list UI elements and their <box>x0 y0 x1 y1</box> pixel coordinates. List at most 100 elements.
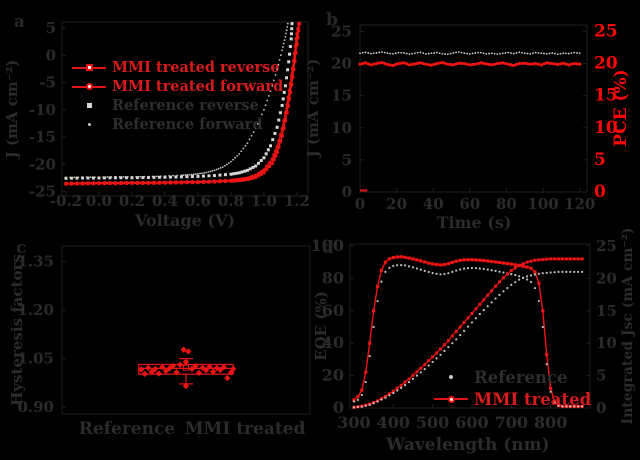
y-tick-label-right: 0 <box>594 182 606 202</box>
x-tick-label: 60 <box>459 195 480 213</box>
y-axis-label-right: Integrated Jsc (mA cm⁻²) <box>620 228 636 425</box>
y-tick-label: 10 <box>331 119 352 137</box>
legend-item-reference-reverse: Reference reverse <box>72 96 283 115</box>
y-tick-label: 25 <box>331 22 352 40</box>
series-reference-forward <box>65 22 289 179</box>
legend-label: Reference forward <box>112 116 263 133</box>
series-reference-integrated-jsc <box>352 270 584 409</box>
y-tick-label: 0 <box>342 183 352 201</box>
y-tick-label-right: 10 <box>596 334 617 352</box>
boxplot-mmi-treated <box>138 346 237 390</box>
legend-item-mmi-treated-reverse: MMI treated reverse <box>72 58 283 77</box>
series-mmi-treated-eqe <box>352 255 584 408</box>
panel-a: -0.2 0.0 0.2 0.4 0.6 0.8 1.0 1.2 5 0 -5 -10 -15 -20 -2… <box>3 19 310 230</box>
y-tick-label: 20 <box>322 366 344 385</box>
plot-frame <box>349 243 591 409</box>
x-tick-label: -0.2 <box>50 192 82 210</box>
y-tick-label: 15 <box>331 87 352 105</box>
y-tick-label: -15 <box>29 128 56 146</box>
y-tick-label: 0.90 <box>17 398 54 416</box>
y-tick-label-right: 0 <box>596 399 606 417</box>
legend-label: Reference reverse <box>112 97 259 114</box>
x-tick-label: 1.2 <box>284 192 310 210</box>
y-tick-label-right: 25 <box>594 21 618 41</box>
x-tick-label: 0.0 <box>86 192 112 210</box>
x-tick-label: 800 <box>534 413 567 432</box>
y-tick-label: 0 <box>46 46 56 64</box>
x-tick-label: 20 <box>386 195 407 213</box>
plot-frame <box>359 24 588 193</box>
red-line-square-marker-icon <box>72 63 106 73</box>
x-tick-label: 300 <box>337 413 370 432</box>
legend-item-mmi-treated: MMI treated <box>434 388 591 410</box>
y-tick-label: 0 <box>333 398 344 417</box>
y-tick-label: 80 <box>322 268 344 287</box>
y-tick-label-right: 5 <box>594 150 606 170</box>
y-axis-label: J (mA cm⁻²) <box>3 60 21 161</box>
y-tick-label-right: 20 <box>594 54 618 74</box>
gray-square-marker-icon <box>72 101 106 111</box>
plot-frame <box>61 21 309 197</box>
y-tick-label-right: 15 <box>596 302 617 320</box>
y-tick-label: 5 <box>46 19 56 37</box>
legend-item-reference: Reference <box>434 366 591 388</box>
y-axis-label: Hysteresis factors <box>8 254 26 406</box>
x-tick-label: 100 <box>527 195 558 213</box>
gray-dot-marker-icon <box>434 372 468 382</box>
y-tick-label-right: 15 <box>594 86 618 106</box>
y-tick-label: 60 <box>322 301 344 320</box>
y-tick-label: -20 <box>29 155 56 173</box>
x-tick-label: 0 <box>355 195 365 213</box>
x-tick-label: 700 <box>495 413 528 432</box>
x-tick-label: 500 <box>416 413 449 432</box>
x-axis-label: Voltage (V) <box>134 211 235 230</box>
y-tick-label: 1.35 <box>17 253 54 271</box>
series-j-stabilized <box>359 51 581 56</box>
plot-frame <box>61 245 311 415</box>
y-tick-label: 1.05 <box>17 350 54 368</box>
series-pce-stabilized <box>358 60 582 68</box>
y-tick-label: 5 <box>342 151 352 169</box>
x-tick-label: 0.8 <box>218 192 244 210</box>
panel-letter-d: d <box>322 238 334 258</box>
x-tick-label: 0.4 <box>152 192 178 210</box>
x-tick-label: 0.6 <box>185 192 211 210</box>
y-tick-label: 1.20 <box>17 301 54 319</box>
red-line-circle-marker-icon <box>434 394 468 404</box>
x-axis-label: Time (s) <box>437 213 512 232</box>
legend-item-mmi-treated-forward: MMI treated forward <box>72 77 283 96</box>
y-tick-label: 100 <box>311 236 344 255</box>
gray-dot-marker-icon <box>72 120 106 130</box>
y-tick-label-right: 25 <box>596 237 617 255</box>
category-label-mmi-treated: MMI treated <box>185 419 306 439</box>
x-tick-label: 600 <box>455 413 488 432</box>
x-tick-label: 400 <box>377 413 410 432</box>
y-tick-label: 40 <box>322 333 344 352</box>
legend-label: Reference <box>474 367 568 387</box>
y-tick-label: -10 <box>29 101 56 119</box>
y-tick-label: -25 <box>29 183 56 201</box>
y-axis-label-right: PCE (%) <box>611 69 631 146</box>
x-tick-label: 0.2 <box>119 192 145 210</box>
legend-label: MMI treated reverse <box>112 59 280 76</box>
y-tick-label: -5 <box>39 74 56 92</box>
x-axis-label: Wavelength (nm) <box>385 435 549 455</box>
x-tick-label: 1.0 <box>251 192 277 210</box>
legend-label: MMI treated forward <box>112 78 284 95</box>
legend-panel-a: MMI treated reverse MMI treated forward … <box>72 58 283 134</box>
x-tick-label: 80 <box>496 195 517 213</box>
x-tick-label: 40 <box>423 195 444 213</box>
panel-b: 0 20 40 60 80 100 120 25 20 15 10 5 0 25 20 15 10 5 0 Time … <box>304 21 631 232</box>
panel-letter-a: a <box>14 12 26 32</box>
panel-letter-b: b <box>326 10 338 30</box>
legend-item-reference-forward: Reference forward <box>72 115 283 134</box>
series-mmi-treated-forward <box>64 22 301 185</box>
category-label-reference: Reference <box>79 419 176 439</box>
legend-panel-d: Reference MMI treated <box>434 366 591 410</box>
series-reference-eqe <box>352 263 584 408</box>
x-tick-label: 120 <box>564 195 595 213</box>
legend-label: MMI treated <box>474 389 592 409</box>
